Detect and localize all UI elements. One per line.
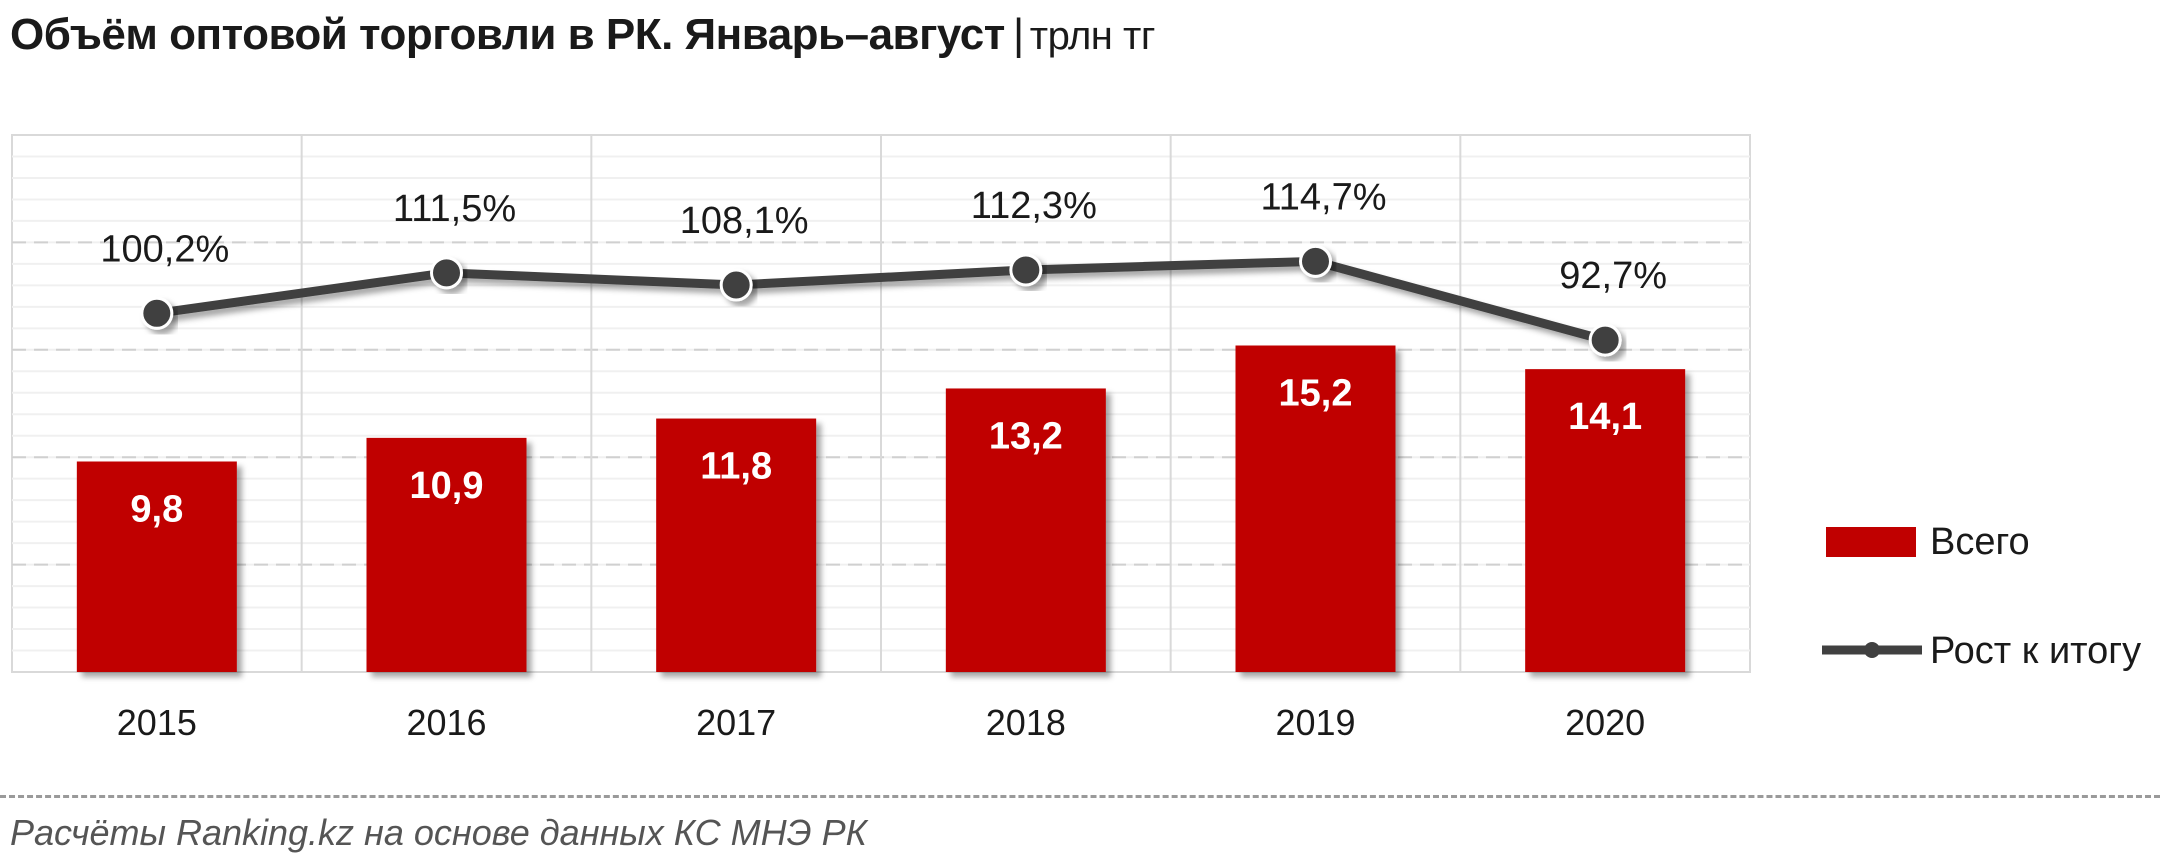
bar-value-label: 13,2 [989,415,1063,457]
source-note: Расчёты Ranking.kz на основе данных КС М… [10,812,867,853]
line-series: 100,2% 111,5% 108,1% 112,3% 114,7% 92,7% [100,176,1667,357]
title-text: Объём оптовой торговли в РК. Январь–авгу… [10,10,1005,59]
legend-label-line: Рост к итогу [1930,630,2141,672]
growth-value-label: 100,2% [100,228,229,270]
bar [1235,345,1396,672]
x-tick-label: 2020 [1565,702,1645,743]
bar [945,388,1106,672]
bar [366,437,527,672]
growth-point [1299,244,1332,278]
bar-value-label: 10,9 [410,465,484,507]
bar-value-label: 14,1 [1568,396,1642,438]
growth-point [719,268,753,302]
title-unit: трлн тг [1029,14,1156,58]
growth-point [430,256,463,290]
bar-value-label: 11,8 [700,446,772,488]
x-tick-label: 2018 [986,702,1066,743]
bar-value-label: 15,2 [1279,373,1353,415]
x-axis-labels: 2015 2016 2017 2018 2019 2020 [117,702,1645,743]
legend-swatch-marker [1864,642,1880,658]
bar-value-label: 9,8 [130,488,183,530]
growth-point [140,296,174,330]
growth-value-label: 114,7% [1260,176,1386,218]
growth-point [1588,323,1622,357]
x-tick-label: 2015 [117,702,197,743]
growth-value-label: 108,1% [680,200,809,242]
growth-line [156,256,1607,345]
title-separator: | [1012,10,1024,59]
legend: Всего Рост к итогу [1822,521,2141,672]
growth-value-label: 92,7% [1559,255,1667,297]
bar [1525,369,1686,672]
plot-grid [11,134,1751,673]
x-tick-label: 2017 [696,702,776,743]
x-tick-label: 2016 [406,702,486,743]
source-divider [0,795,2160,798]
legend-swatch-bar [1826,527,1916,557]
chart-title: Объём оптовой торговли в РК. Январь–авгу… [10,10,1155,60]
x-tick-label: 2019 [1275,702,1355,743]
growth-value-label: 111,5% [393,188,516,230]
growth-value-label: 112,3% [971,185,1097,227]
bar [656,418,817,672]
growth-point [1009,253,1043,287]
legend-label-bar: Всего [1930,521,2030,563]
chart: 9,8 10,9 11,8 13,2 15,2 14,1 100,2% 111,5% 108,… [11,134,2141,743]
bar [76,461,237,672]
bar-series: 9,8 10,9 11,8 13,2 15,2 14,1 [76,345,1686,672]
